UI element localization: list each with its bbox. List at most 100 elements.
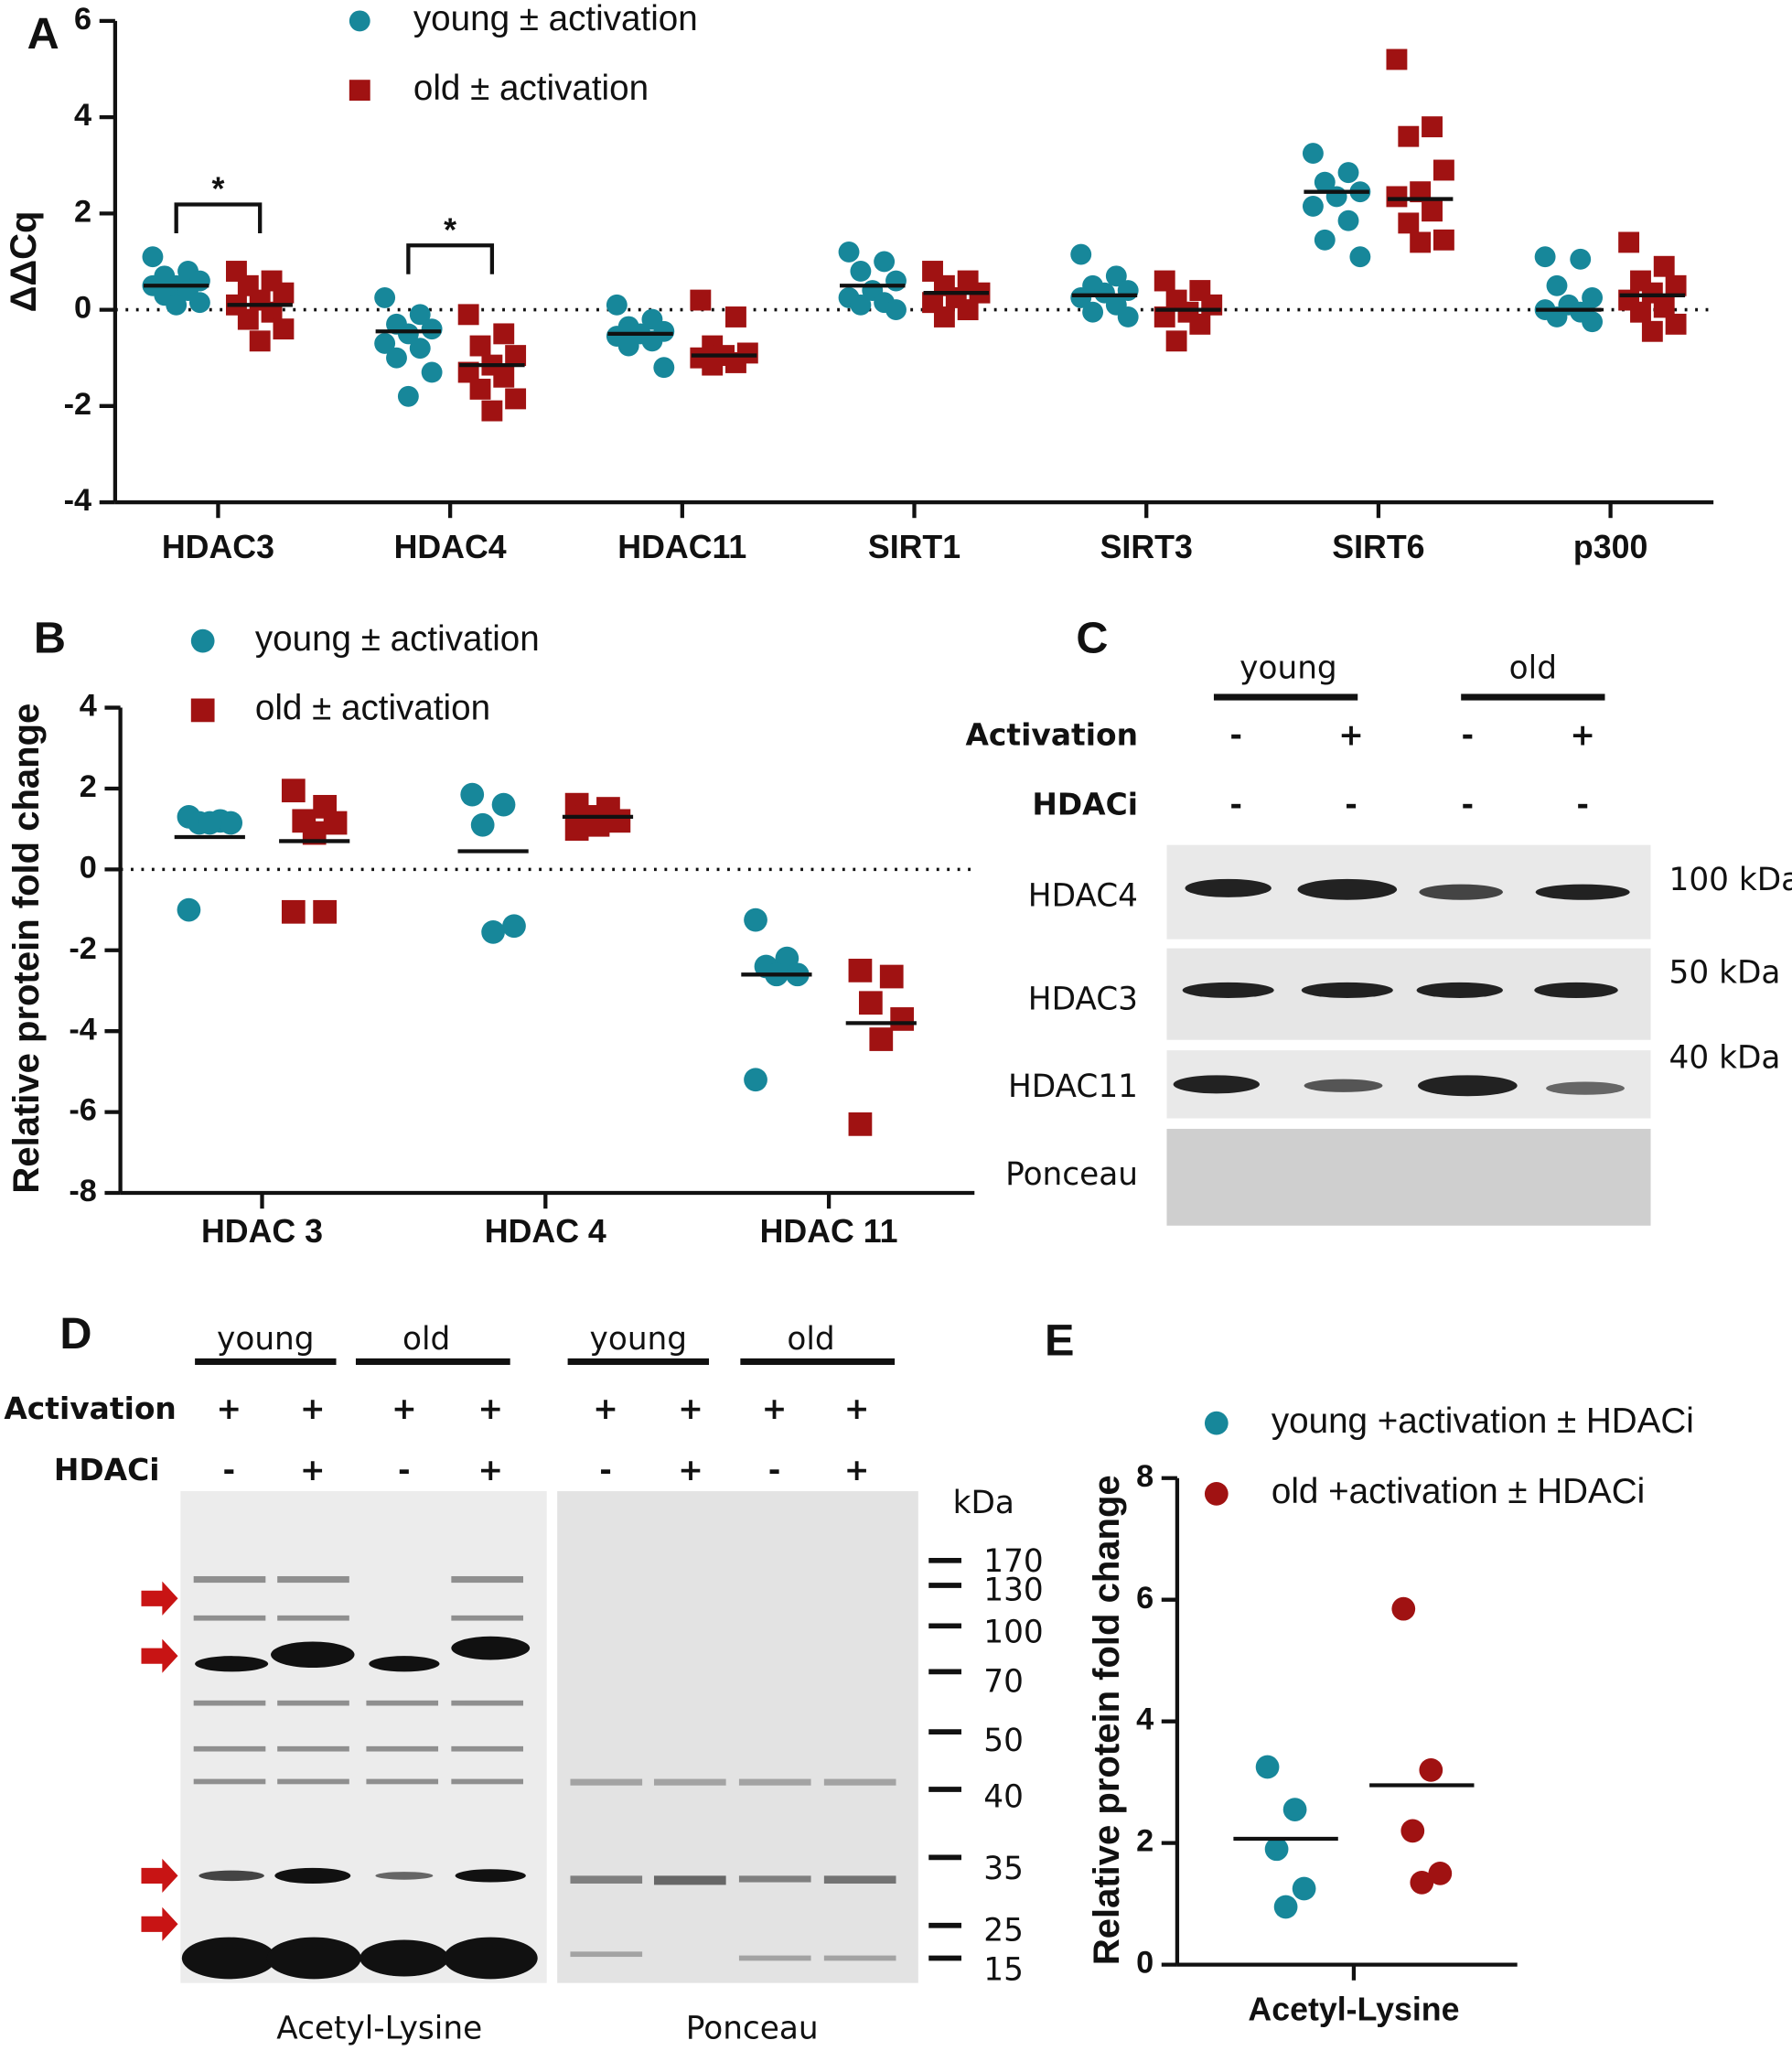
data-point [1582,286,1604,308]
condition-value: - [768,1452,781,1487]
unit-label: kDa [953,1485,1014,1521]
legend-label: young ± activation [255,619,540,659]
data-point [1653,255,1675,277]
data-point [869,1027,894,1051]
data-point [1398,125,1420,147]
data-point [885,299,907,321]
data-point [744,907,767,932]
marker-label: 40 [983,1779,1024,1816]
data-point [1337,209,1359,231]
legend-marker [349,10,370,32]
x-tick-label: Acetyl-Lysine [1248,1992,1459,2028]
condition-value: + [217,1391,242,1426]
data-point [502,914,526,939]
data-point [457,361,479,383]
group-label: old [1509,650,1557,687]
data-point [409,304,431,326]
marker-label: 50 [983,1723,1024,1759]
x-tick-label: HDAC11 [617,529,746,565]
data-point [933,306,955,328]
condition-value: - [1462,717,1475,753]
size-label: 40 kDa [1669,1040,1781,1077]
data-point [1154,270,1175,292]
y-axis-label: Relative protein fold change [1087,1475,1127,1965]
panel-label: C [1076,613,1108,662]
data-point [397,323,419,345]
condition-value: + [300,1391,326,1426]
data-point [421,318,443,340]
data-point [1349,246,1371,268]
panel-label: D [59,1309,91,1358]
data-point [1570,248,1592,270]
data-point [505,345,527,367]
x-tick-label: SIRT3 [1100,529,1193,565]
data-point [653,357,675,379]
data-point [1410,181,1432,203]
group-label: old [402,1321,450,1358]
data-point [491,792,516,817]
data-point [874,251,896,273]
data-point [219,811,243,835]
blot-label: Ponceau [1005,1156,1138,1193]
condition-value: - [398,1452,411,1487]
data-point [1273,1895,1298,1919]
data-point [1105,265,1127,287]
condition-label: Activation [4,1391,177,1426]
condition-value: + [392,1391,417,1426]
data-point [848,1112,873,1136]
condition-value: - [1462,786,1475,821]
condition-value: + [478,1391,503,1426]
y-tick-label: 4 [80,689,97,724]
data-point [1410,1871,1434,1895]
panel-label: E [1045,1315,1074,1365]
data-point [1201,294,1223,316]
group-label: young [217,1321,315,1358]
condition-value: + [678,1452,703,1487]
condition-value: - [1576,786,1589,821]
data-point [493,366,515,388]
data-point [1653,296,1675,318]
data-point [1165,330,1187,352]
data-point [421,361,443,383]
panel-label: B [34,613,66,662]
data-point [281,899,306,924]
condition-value: + [678,1391,703,1426]
x-tick-label: SIRT6 [1332,529,1424,565]
data-point [1314,171,1336,193]
data-point [1292,1876,1316,1901]
condition-value: - [1229,786,1242,821]
condition-value: + [1338,717,1364,753]
data-point [1189,313,1211,335]
data-point [1117,306,1139,328]
data-point [142,246,164,268]
data-point [273,282,295,304]
data-point [1082,301,1104,323]
marker-label: 100 [983,1614,1043,1650]
data-point [1282,1798,1307,1821]
marker-label: 130 [983,1573,1043,1609]
condition-label: HDACi [54,1452,160,1487]
y-tick-label: -6 [69,1093,97,1128]
condition-value: + [1570,717,1595,753]
blot-label: HDAC11 [1008,1068,1138,1105]
data-point [374,286,396,308]
y-tick-label: 4 [74,98,91,133]
blot-caption: Ponceau [686,2011,819,2047]
data-point [725,352,746,373]
y-tick-label: 0 [74,291,91,326]
data-point [1398,212,1420,234]
data-point [1410,231,1432,253]
data-point [838,242,860,263]
data-point [690,289,712,311]
data-point [850,294,872,316]
legend-label: old ± activation [413,69,649,108]
data-point [725,306,746,328]
legend-label: young ± activation [413,0,698,38]
data-point [460,782,485,807]
data-point [457,304,479,326]
data-point [409,338,431,360]
data-point [1618,231,1640,253]
data-point [879,964,904,989]
